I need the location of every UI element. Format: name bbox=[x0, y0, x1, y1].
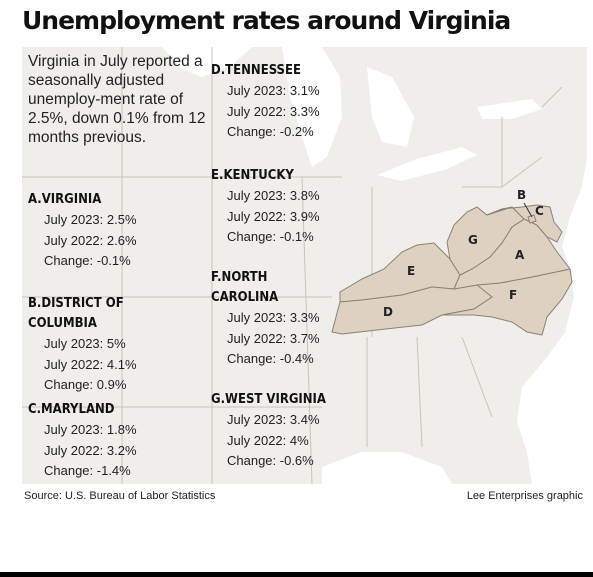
state-borders bbox=[22, 47, 563, 484]
map-label-b: B bbox=[517, 188, 526, 202]
state-title: B.DISTRICT OF COLUMBIA bbox=[28, 296, 124, 331]
state-title: C.MARYLAND bbox=[28, 402, 115, 417]
stat-july-2023: July 2023: 5% bbox=[44, 336, 126, 351]
map-label-f: F bbox=[509, 288, 517, 302]
stat-change: Change: -0.4% bbox=[227, 351, 314, 366]
gulf-of-mexico bbox=[322, 452, 452, 484]
state-block-virginia: A.VIRGINIA July 2023: 2.5% July 2022: 2.… bbox=[28, 190, 137, 272]
stat-change: Change: -0.1% bbox=[44, 253, 131, 268]
bottom-rule bbox=[0, 572, 593, 577]
highlighted-states bbox=[331, 204, 573, 336]
map-state-maryland bbox=[486, 204, 563, 243]
stat-july-2023: July 2023: 2.5% bbox=[44, 212, 137, 227]
source-credit: Source: U.S. Bureau of Labor Statistics bbox=[24, 490, 216, 502]
stat-july-2022: July 2022: 3.2% bbox=[44, 442, 137, 458]
stat-july-2023: July 2023: 3.4% bbox=[227, 412, 320, 427]
state-block-west-virginia: G.WEST VIRGINIA July 2023: 3.4% July 202… bbox=[211, 390, 326, 472]
state-block-tennessee: D.TENNESSEE July 2023: 3.1% July 2022: 3… bbox=[211, 61, 320, 143]
state-block-north-carolina: F.NORTH CAROLINA July 2023: 3.3% July 20… bbox=[211, 268, 321, 370]
stat-july-2023: July 2023: 3.3% bbox=[227, 310, 320, 325]
graphic-credit: Lee Enterprises graphic bbox=[466, 490, 583, 502]
state-block-dc: B.DISTRICT OF COLUMBIA July 2023: 5% Jul… bbox=[28, 294, 148, 396]
intro-text: Virginia in July reported a seasonally a… bbox=[28, 53, 206, 146]
map-label-c: C bbox=[535, 204, 544, 218]
map-svg: B C G A E F D bbox=[22, 47, 587, 484]
stat-change: Change: -1.4% bbox=[44, 463, 131, 478]
lake-ontario bbox=[477, 99, 542, 119]
stat-july-2022: July 2022: 4% bbox=[227, 432, 309, 448]
state-title: A.VIRGINIA bbox=[28, 192, 102, 207]
stat-july-2022: July 2022: 2.6% bbox=[44, 232, 137, 248]
state-block-kentucky: E.KENTUCKY July 2023: 3.8% July 2022: 3.… bbox=[211, 166, 320, 248]
stat-july-2022: July 2022: 3.9% bbox=[227, 208, 320, 224]
map-label-g: G bbox=[468, 233, 478, 247]
lake-erie bbox=[377, 147, 477, 181]
atlantic-ocean bbox=[517, 47, 587, 484]
map: B C G A E F D bbox=[22, 47, 587, 484]
state-title: F.NORTH CAROLINA bbox=[211, 270, 279, 305]
stat-july-2022: July 2022: 4.1% bbox=[44, 356, 137, 372]
state-title: D.TENNESSEE bbox=[211, 63, 301, 78]
b-leader-line bbox=[523, 202, 533, 218]
lake-superior bbox=[162, 47, 252, 77]
stat-change: Change: -0.2% bbox=[227, 124, 314, 139]
map-label-e: E bbox=[407, 264, 415, 278]
state-title: E.KENTUCKY bbox=[211, 168, 294, 183]
stat-change: Change: -0.6% bbox=[227, 453, 314, 468]
stat-july-2023: July 2023: 1.8% bbox=[44, 422, 137, 437]
map-state-dc bbox=[527, 214, 537, 224]
stat-july-2023: July 2023: 3.8% bbox=[227, 188, 320, 203]
page-title: Unemployment rates around Virginia bbox=[22, 6, 511, 35]
lake-michigan bbox=[282, 47, 342, 167]
stat-change: Change: -0.1% bbox=[227, 229, 314, 244]
stat-july-2022: July 2022: 3.3% bbox=[227, 103, 320, 119]
state-block-maryland: C.MARYLAND July 2023: 1.8% July 2022: 3.… bbox=[28, 400, 137, 482]
lake-huron bbox=[367, 67, 414, 147]
stat-change: Change: 0.9% bbox=[44, 377, 127, 392]
stat-july-2022: July 2022: 3.7% bbox=[227, 330, 320, 346]
stat-july-2023: July 2023: 3.1% bbox=[227, 83, 320, 98]
map-label-a: A bbox=[515, 248, 525, 262]
map-label-d: D bbox=[383, 305, 393, 319]
state-title: G.WEST VIRGINIA bbox=[211, 392, 326, 407]
